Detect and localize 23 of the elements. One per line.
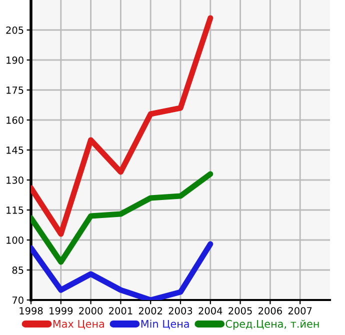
y-tick-label: 115	[6, 206, 24, 214]
y-tick-label: 85	[12, 266, 24, 274]
x-tick-label: 2000	[79, 307, 103, 314]
x-tick-label: 2004	[198, 307, 222, 314]
x-tick-label: 2001	[109, 307, 132, 314]
y-tick-label: 175	[6, 86, 24, 94]
y-tick-label: 70	[12, 296, 24, 304]
legend-label: Сред.Цена, т.йен	[226, 320, 319, 330]
y-tick-label: 205	[6, 26, 24, 34]
x-tick-label: 2003	[168, 307, 192, 314]
x-tick-label: 1999	[50, 307, 73, 314]
x-tick-label: 2007	[288, 307, 312, 314]
y-tick-label: 130	[6, 176, 24, 184]
y-tick-label: 145	[6, 146, 24, 154]
y-tick-label: 100	[6, 236, 24, 244]
x-tick-label: 2006	[258, 307, 282, 314]
legend-label: Min Цена	[141, 320, 189, 330]
y-tick-label: 160	[6, 116, 24, 124]
legend-label: Max Цена	[53, 320, 104, 330]
x-tick-label: 2005	[228, 307, 252, 314]
x-tick-label: 1998	[20, 307, 43, 314]
x-tick-label: 2002	[138, 307, 162, 314]
y-tick-label: 190	[6, 56, 24, 64]
